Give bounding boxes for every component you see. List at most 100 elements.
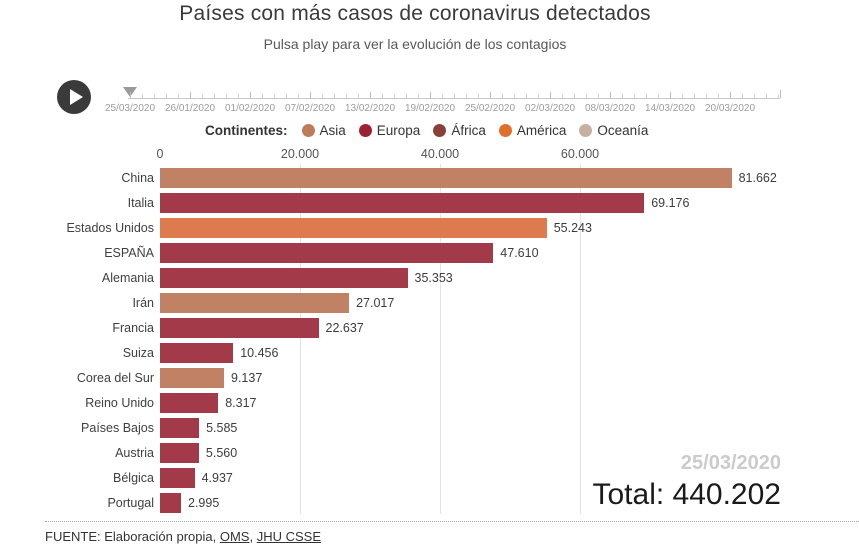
legend-label--frica: África (451, 123, 486, 138)
legend-dot--frica (433, 124, 447, 137)
legend-label-am-rica: América (516, 123, 567, 138)
bar-espa-a (160, 243, 494, 263)
value-label-suiza: 10.456 (240, 346, 279, 360)
timeline-major-tick (130, 92, 131, 98)
timeline-date-label: 07/02/2020 (284, 103, 336, 114)
timeline-major-tick (550, 92, 551, 98)
country-label-italia: Italia (127, 196, 154, 210)
bar-corea-del-sur (160, 368, 224, 388)
timeline-date-label: 25/03/2020 (104, 103, 156, 114)
country-label-ir-n: Irán (132, 296, 154, 310)
footer-separator: , (249, 529, 257, 544)
country-label-portugal: Portugal (107, 496, 154, 510)
bar-italia (160, 193, 645, 213)
legend-label-europa: Europa (376, 123, 421, 138)
legend-item--frica[interactable]: África (433, 123, 486, 138)
timeline-major-tick (310, 92, 311, 98)
legend-item-am-rica[interactable]: América (498, 123, 567, 138)
timeline-major-tick (490, 92, 491, 98)
play-icon (70, 89, 83, 105)
country-label-alemania: Alemania (101, 271, 154, 285)
value-label-espa-a: 47.610 (500, 246, 539, 260)
counter-overlay: 25/03/2020 Total: 440.202 (592, 452, 781, 512)
bar-suiza (160, 343, 234, 363)
country-label-corea-del-sur: Corea del Sur (76, 371, 154, 385)
bar-b-lgica (160, 468, 195, 488)
value-label-italia: 69.176 (651, 196, 690, 210)
gridline (300, 164, 301, 514)
country-label-suiza: Suiza (122, 346, 154, 360)
timeline-major-tick (370, 92, 371, 98)
timeline-end-tick (780, 90, 781, 98)
value-label-reino-unido: 8.317 (225, 396, 257, 410)
country-label-b-lgica: Bélgica (113, 471, 154, 485)
gridline (440, 164, 441, 514)
value-label-ir-n: 27.017 (356, 296, 395, 310)
value-label-estados-unidos: 55.243 (553, 221, 592, 235)
bar-portugal (160, 493, 181, 513)
country-label-china: China (121, 171, 154, 185)
value-label-pa-ses-bajos: 5.585 (206, 421, 238, 435)
country-label-austria: Austria (115, 446, 154, 460)
footer-link-jhu-csse[interactable]: JHU CSSE (256, 529, 322, 544)
timeline-date-label: 02/03/2020 (524, 103, 576, 114)
x-axis-tick-label: 60.000 (560, 147, 600, 161)
timeline-date-label: 01/02/2020 (224, 103, 276, 114)
x-axis-tick-label: 40.000 (420, 147, 460, 161)
x-axis-tick-label: 20.000 (280, 147, 320, 161)
value-label-alemania: 35.353 (414, 271, 453, 285)
bar-pa-ses-bajos (160, 418, 200, 438)
bar-francia (160, 318, 319, 338)
legend-item-asia[interactable]: Asia (301, 123, 346, 138)
timeline-date-label: 08/03/2020 (584, 103, 636, 114)
total-counter: Total: 440.202 (592, 478, 781, 512)
legend-dot-europa (358, 124, 372, 137)
x-axis-tick-label: 0 (156, 147, 164, 161)
total-value: 440.202 (672, 478, 781, 511)
timeline-major-tick (670, 92, 671, 98)
country-label-pa-ses-bajos: Países Bajos (81, 421, 154, 435)
legend-title: Continentes: (205, 123, 288, 138)
timeline-date-label: 26/01/2020 (164, 103, 216, 114)
legend-item-europa[interactable]: Europa (358, 123, 421, 138)
country-label-espa-a: ESPAÑA (104, 246, 154, 260)
country-label-francia: Francia (112, 321, 154, 335)
value-label-corea-del-sur: 9.137 (231, 371, 263, 385)
footer-text: FUENTE: Elaboración propia, (45, 529, 220, 544)
bar-alemania (160, 268, 408, 288)
legend-label-ocean-a: Oceanía (597, 123, 649, 138)
bar-reino-unido (160, 393, 219, 413)
timeline-date-label: 14/03/2020 (644, 103, 696, 114)
legend-dot-am-rica (498, 124, 512, 137)
value-label-portugal: 2.995 (188, 496, 220, 510)
timeline-date-label: 25/02/2020 (464, 103, 516, 114)
timeline-major-tick (190, 92, 191, 98)
timeline-major-tick (250, 92, 251, 98)
bar-estados-unidos (160, 218, 547, 238)
legend-label-asia: Asia (319, 123, 346, 138)
timeline-major-tick (610, 92, 611, 98)
country-label-estados-unidos: Estados Unidos (66, 221, 154, 235)
timeline-date-label: 13/02/2020 (344, 103, 396, 114)
timeline-minor-ticks (130, 94, 781, 98)
play-button[interactable] (57, 80, 91, 114)
continent-legend: Continentes: Asia Europa África América Ocea… (205, 123, 661, 138)
source-footer: FUENTE: Elaboración propia, OMS, JHU CSS… (45, 521, 859, 544)
timeline-major-tick (430, 92, 431, 98)
timeline-track[interactable] (128, 98, 780, 99)
timeline-major-tick (730, 92, 731, 98)
country-label-reino-unido: Reino Unido (85, 396, 154, 410)
gridline (580, 164, 581, 514)
legend-dot-asia (301, 124, 315, 137)
bar-china (160, 168, 732, 188)
value-label-francia: 22.637 (325, 321, 364, 335)
timeline-date-label: 20/03/2020 (704, 103, 756, 114)
value-label-austria: 5.560 (205, 446, 238, 460)
bar-ir-n (160, 293, 350, 313)
legend-item-ocean-a[interactable]: Oceanía (579, 123, 648, 138)
footer-link-oms[interactable]: OMS (219, 529, 250, 544)
total-label: Total: (592, 478, 665, 511)
value-label-china: 81.662 (738, 171, 777, 185)
page-subtitle: Pulsa play para ver la evolución de los … (263, 36, 567, 52)
